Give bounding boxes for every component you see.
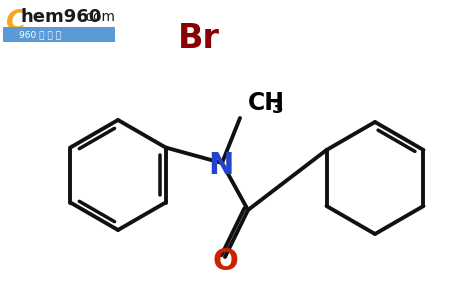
Text: 960 化 工 网: 960 化 工 网 xyxy=(19,30,61,40)
Text: .com: .com xyxy=(82,10,116,24)
Text: N: N xyxy=(208,151,234,180)
Text: 3: 3 xyxy=(272,99,283,117)
Text: hem960: hem960 xyxy=(21,8,102,26)
Text: CH: CH xyxy=(248,91,285,115)
Text: Br: Br xyxy=(178,21,220,54)
FancyBboxPatch shape xyxy=(3,3,118,45)
Text: O: O xyxy=(212,246,238,275)
FancyBboxPatch shape xyxy=(3,27,115,42)
Text: C: C xyxy=(6,8,27,36)
